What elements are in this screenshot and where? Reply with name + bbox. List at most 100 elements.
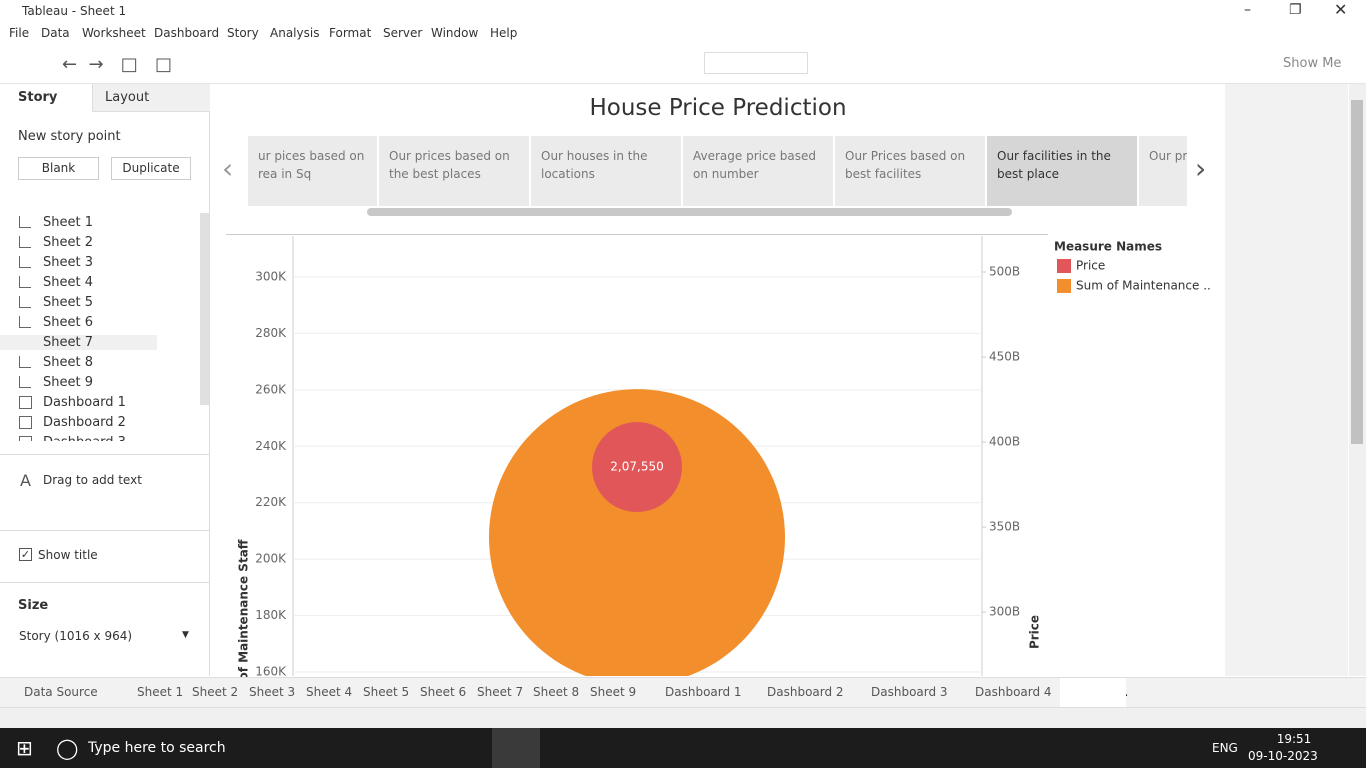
story-point[interactable]: Our Prices based on best facilites [835,136,985,206]
y2-tick-label: 400B [989,435,1020,449]
sheet-icon [19,256,31,268]
story-point[interactable]: Our facilities in the best place [987,136,1137,206]
sheet-tab[interactable]: Sheet 6 [420,685,467,699]
story-point[interactable]: Our houses in the locations [531,136,681,206]
sheet-item[interactable]: Sheet 1 [43,215,93,230]
button[interactable]: Blank [18,157,99,180]
legend-swatch [1057,259,1071,273]
menu-item[interactable]: Worksheet [82,26,146,40]
sheet-border [226,234,1048,235]
sheet-item[interactable]: Dashboard 2 [43,415,126,430]
sheet-icon [19,376,31,388]
menu-item[interactable]: Data [41,26,70,40]
sheet-item[interactable]: Sheet 8 [43,355,93,370]
tab[interactable]: Story [18,90,58,105]
legend-title: Measure Names [1054,240,1162,254]
menu-item[interactable]: Window [431,26,479,40]
y-tick-label: 180K [255,608,287,622]
prev-arrow[interactable]: ‹ [222,152,234,185]
title-bar [0,0,1366,44]
story-point[interactable]: Our prices based on the best places [379,136,529,206]
time: 19:51 [1276,732,1312,746]
scroll-thumb [1351,100,1363,444]
sheet-tab[interactable]: Dashboard 2 [767,685,844,699]
active-app[interactable] [492,728,540,768]
checkbox[interactable]: ✓ [19,548,32,561]
show-me[interactable]: Show Me [1283,56,1342,71]
sheet-item[interactable]: Sheet 4 [43,275,93,290]
y-tick-label: 160K [255,665,287,679]
sheet-tab[interactable]: Sheet 7 [477,685,524,699]
sheet-item[interactable]: Sheet 7 [0,335,157,350]
search[interactable]: Type here to search [88,740,226,756]
heading: New story point [18,129,121,144]
menu-item[interactable]: Analysis [270,26,320,40]
toolbar [0,44,1366,84]
scrollbar [200,213,209,405]
y2-tick-label: 350B [989,520,1020,534]
story-points: ur pices based on rea in Sq Our prices ba… [248,136,1187,206]
size-label: Size [18,598,49,613]
sheet-tab[interactable]: Sheet 5 [363,685,410,699]
y2-tick-label: 500B [989,265,1020,279]
sheet-item[interactable]: Sheet 3 [43,255,93,270]
y2-axis-title: Price [1028,615,1042,649]
menu-item[interactable]: Help [490,26,518,40]
menu-item[interactable]: Story [227,26,259,40]
canvas-margin [1225,84,1348,676]
menu-item[interactable]: Dashboard [154,26,220,40]
legend-swatch [1057,279,1071,293]
maximize[interactable]: ❐ [1289,2,1302,18]
taskbar [0,728,1366,768]
sheet-icon [19,416,32,429]
sheet-icon [19,396,32,409]
divider [0,530,209,531]
sheet-tab[interactable]: Sheet 2 [192,685,239,699]
show-title: Show title [38,548,98,562]
story-point[interactable]: ur pices based on rea in Sq [248,136,377,206]
sheet-tab[interactable]: Sheet 8 [533,685,580,699]
sheet-item[interactable]: Sheet 9 [43,375,93,390]
sheet-item[interactable]: Sheet 6 [43,315,93,330]
sheet-tab[interactable]: Sheet 3 [249,685,296,699]
sheet-item[interactable]: Sheet 2 [43,235,93,250]
size-dropdown[interactable]: Story (1016 x 964) [19,629,133,643]
story-point[interactable]: Average price based on number [683,136,833,206]
sheet-tab[interactable]: Sheet 4 [306,685,353,699]
legend-label: Price [1076,259,1105,273]
close[interactable]: ✕ [1334,0,1348,19]
sheet-item[interactable]: Dashboard 1 [43,395,126,410]
next-arrow[interactable]: › [1195,152,1207,185]
menu-item[interactable]: Format [329,26,372,40]
menu-item[interactable]: Server [383,26,423,40]
legend-label: Sum of Maintenance .. [1076,279,1211,293]
tab[interactable]: Layout [105,90,150,105]
status-bar [0,707,1366,728]
layout-tab-bg [92,84,210,112]
minimize[interactable]: – [1244,2,1251,18]
sheet-icon [19,436,32,441]
sheet-tab[interactable]: Sheet 1 [137,685,184,699]
start[interactable]: ⊞ [16,736,33,760]
dropdown[interactable] [704,52,808,74]
sheet-tab[interactable]: Dashboard 1 [665,685,742,699]
menu-item[interactable]: File [9,26,30,40]
toolbar-icons: ← → □ □ [62,54,172,75]
sheet-tab[interactable]: Dashboard 3 [871,685,948,699]
window-title: Tableau - Sheet 1 [22,4,127,18]
selected-tab [1060,678,1126,707]
button[interactable]: Duplicate [111,157,191,180]
story-point[interactable]: Our pri interco [1139,136,1187,206]
divider [0,454,209,455]
y-tick-label: 280K [255,326,287,340]
text-icon: A [20,471,31,490]
sheet-tab[interactable]: Data Source [24,685,98,699]
sheet-item[interactable]: Sheet 5 [43,295,93,310]
tab-bar [0,677,1366,707]
sheet-tab[interactable]: Dashboard 4 [975,685,1052,699]
drag-text[interactable]: Drag to add text [43,473,142,487]
date: 09-10-2023 [1248,749,1318,763]
sheet-item[interactable]: Dashboard 3 [43,435,126,441]
sheet-tab[interactable]: Sheet 9 [590,685,637,699]
